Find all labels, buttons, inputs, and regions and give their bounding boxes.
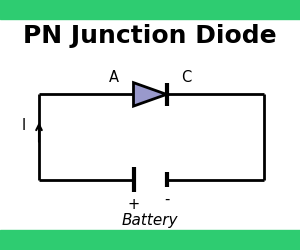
- Text: +: +: [128, 196, 140, 211]
- Text: A: A: [109, 70, 119, 85]
- Bar: [0, 0, 300, 20]
- Polygon shape: [134, 83, 166, 107]
- Text: Battery: Battery: [122, 212, 178, 228]
- Text: C: C: [181, 70, 191, 85]
- Bar: [0, 230, 300, 250]
- Text: PN Junction Diode: PN Junction Diode: [23, 24, 277, 48]
- Text: I: I: [22, 118, 26, 132]
- Text: -: -: [164, 191, 169, 206]
